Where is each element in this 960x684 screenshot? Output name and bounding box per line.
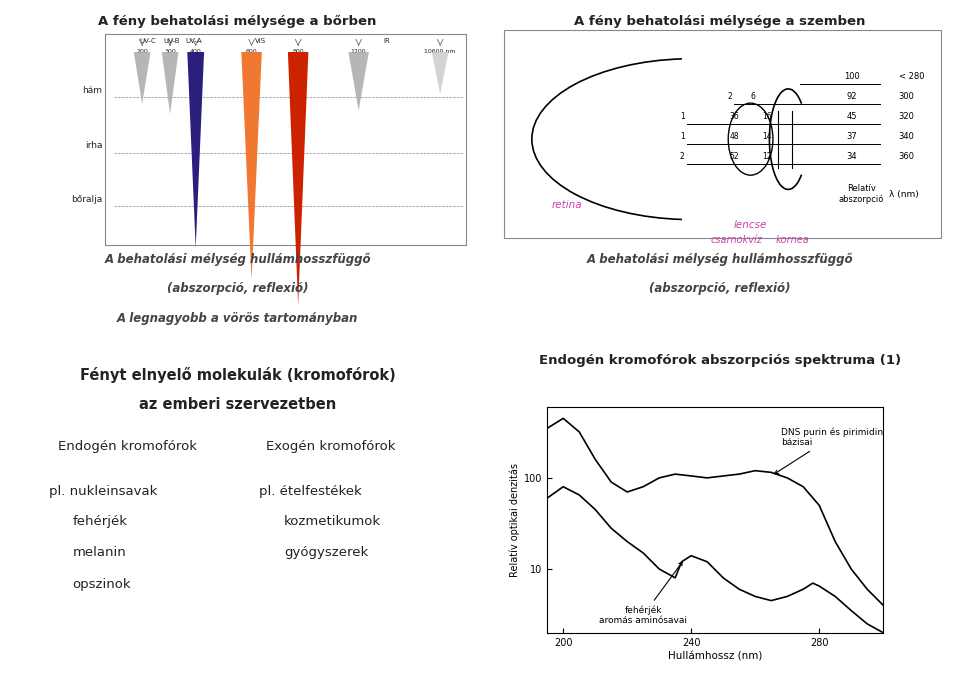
Text: hám: hám — [83, 86, 103, 94]
Text: 100: 100 — [844, 72, 859, 81]
Text: melanin: melanin — [72, 546, 126, 559]
Text: lencse: lencse — [733, 220, 767, 230]
Polygon shape — [432, 52, 448, 94]
Text: (abszorpció, reflexió): (abszorpció, reflexió) — [649, 282, 791, 295]
Text: λ (nm): λ (nm) — [889, 190, 919, 199]
Polygon shape — [348, 52, 369, 111]
Text: 36: 36 — [730, 111, 739, 120]
Y-axis label: Relatív optikai denzitás: Relatív optikai denzitás — [510, 463, 519, 577]
Text: 200: 200 — [136, 49, 148, 54]
Text: 45: 45 — [847, 111, 857, 120]
Text: bőralja: bőralja — [71, 194, 103, 204]
Polygon shape — [187, 52, 204, 248]
Text: fehérjék
aromás aminósavai: fehérjék aromás aminósavai — [599, 562, 687, 625]
Text: az emberi szervezetben: az emberi szervezetben — [139, 397, 336, 412]
Text: gyógyszerek: gyógyszerek — [284, 546, 369, 559]
Text: 340: 340 — [899, 132, 915, 141]
Text: 300: 300 — [899, 92, 915, 101]
Text: irha: irha — [85, 141, 103, 150]
Text: IR: IR — [383, 38, 390, 44]
Polygon shape — [161, 52, 179, 114]
Text: kornea: kornea — [776, 235, 810, 245]
Text: 1: 1 — [680, 132, 684, 141]
Text: UV-A: UV-A — [185, 38, 202, 44]
Text: DNS purin és pirimidin
bázisai: DNS purin és pirimidin bázisai — [775, 428, 883, 474]
Polygon shape — [133, 52, 151, 104]
Text: 360: 360 — [899, 152, 915, 161]
Text: Fényt elnyelő molekulák (kromofórok): Fényt elnyelő molekulák (kromofórok) — [80, 367, 396, 383]
Text: 37: 37 — [847, 132, 857, 141]
Text: VIS: VIS — [255, 38, 267, 44]
Text: A fény behatolási mélysége a szemben: A fény behatolási mélysége a szemben — [574, 15, 866, 28]
Bar — [105, 34, 466, 245]
Text: csarnokvíz: csarnokvíz — [710, 235, 762, 245]
Text: 1: 1 — [680, 111, 684, 120]
Text: A fény behatolási mélysége a bőrben: A fény behatolási mélysége a bőrben — [99, 15, 376, 28]
X-axis label: Hullámhossz (nm): Hullámhossz (nm) — [668, 652, 762, 661]
Text: retina: retina — [552, 200, 583, 209]
Text: UV-C: UV-C — [139, 38, 156, 44]
Bar — [504, 30, 941, 238]
Text: kozmetikumok: kozmetikumok — [284, 514, 381, 527]
Text: opszinok: opszinok — [72, 577, 131, 591]
Text: 34: 34 — [847, 152, 857, 161]
Text: 12: 12 — [762, 152, 772, 161]
Text: pl. ételfestékek: pl. ételfestékek — [258, 485, 361, 498]
Text: 2: 2 — [727, 92, 732, 101]
Text: Exogén kromofórok: Exogén kromofórok — [266, 440, 395, 453]
Text: 300: 300 — [164, 49, 176, 54]
Text: 400: 400 — [190, 49, 202, 54]
Text: 320: 320 — [899, 111, 915, 120]
Text: < 280: < 280 — [899, 72, 924, 81]
Text: 52: 52 — [730, 152, 739, 161]
Text: 14: 14 — [762, 132, 772, 141]
Text: A behatolási mélység hullámhosszfüggő: A behatolási mélység hullámhosszfüggő — [105, 253, 371, 266]
Text: 10600 nm: 10600 nm — [424, 49, 456, 54]
Text: (abszorpció, reflexió): (abszorpció, reflexió) — [167, 282, 308, 295]
Text: Relatív
abszorpció: Relatív abszorpció — [838, 185, 884, 205]
Text: 92: 92 — [847, 92, 857, 101]
Text: Endogén kromofórok abszorpciós spektruma (1): Endogén kromofórok abszorpciós spektruma… — [539, 354, 901, 367]
Text: 6: 6 — [751, 92, 756, 101]
Text: 1200: 1200 — [350, 49, 367, 54]
Text: fehérjék: fehérjék — [72, 514, 128, 527]
Text: 600: 600 — [246, 49, 257, 54]
Text: Endogén kromofórok: Endogén kromofórok — [59, 440, 198, 453]
Text: A behatolási mélység hullámhosszfüggő: A behatolási mélység hullámhosszfüggő — [587, 253, 853, 266]
Text: 16: 16 — [762, 111, 772, 120]
Text: pl. nukleinsavak: pl. nukleinsavak — [49, 485, 157, 498]
Text: 2: 2 — [680, 152, 684, 161]
Text: UV-B: UV-B — [163, 38, 180, 44]
Polygon shape — [288, 52, 308, 305]
Text: 48: 48 — [730, 132, 739, 141]
Text: A legnagyobb a vörös tartományban: A legnagyobb a vörös tartományban — [117, 312, 358, 325]
Polygon shape — [241, 52, 262, 280]
Text: 800: 800 — [292, 49, 304, 54]
